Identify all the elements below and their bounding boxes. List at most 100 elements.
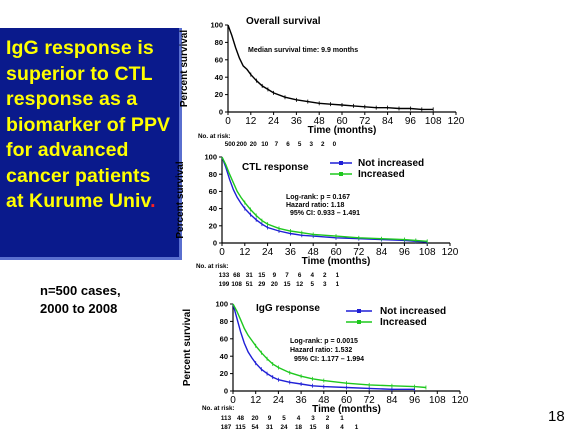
chart1-x-axis-label: Time (months) bbox=[308, 125, 377, 136]
chart3-x-tick-label: 84 bbox=[386, 395, 398, 406]
chart3-risk-value: 20 bbox=[251, 415, 259, 422]
chart1-risk-value: 20 bbox=[250, 141, 258, 148]
chart1-series-line-1 bbox=[227, 24, 434, 111]
chart2-x-tick-label: 120 bbox=[442, 247, 459, 258]
slide-title-text: IgG response is superior to CTL response… bbox=[6, 37, 171, 212]
chart2-risk-value: 4 bbox=[310, 272, 314, 279]
chart3-x-tick-label: 108 bbox=[429, 395, 446, 406]
chart3-risk-value: 31 bbox=[266, 424, 274, 431]
chart2-y-tick-label: 40 bbox=[209, 204, 217, 213]
chart1-y-tick-label: 20 bbox=[215, 90, 223, 99]
chart1-x-tick-label: 0 bbox=[225, 116, 231, 127]
chart2-x-tick-label: 96 bbox=[399, 247, 411, 258]
chart2-risk-value: 6 bbox=[298, 272, 302, 279]
chart3-y-tick-label: 80 bbox=[220, 317, 228, 326]
chart2-annotation: Log-rank: p = 0.167 bbox=[286, 194, 350, 201]
chart2-x-tick-label: 36 bbox=[285, 247, 297, 258]
chart3-risk-value: 115 bbox=[235, 424, 246, 431]
chart2-risk-value: 15 bbox=[283, 281, 291, 288]
title-box: IgG response is superior to CTL response… bbox=[0, 28, 182, 260]
chart1-x-tick-label: 108 bbox=[425, 116, 442, 127]
chart3-risk-value: 187 bbox=[221, 424, 232, 431]
chart1-x-tick-label: 120 bbox=[448, 116, 465, 127]
chart3-risk-value: 2 bbox=[326, 415, 330, 422]
chart2-risk-value: 20 bbox=[271, 281, 279, 288]
chart2-risk-value: 133 bbox=[219, 272, 230, 279]
chart3-x-tick-label: 12 bbox=[250, 395, 262, 406]
chart2-y-axis-label: Percent survival bbox=[175, 161, 186, 238]
chart1-risk-value: 200 bbox=[236, 141, 247, 148]
chart3-risk-value: 3 bbox=[311, 415, 315, 422]
chart3-legend-marker-1 bbox=[357, 309, 361, 313]
chart2-risk-value: 3 bbox=[323, 281, 327, 288]
chart2-risk-label: No. at risk: bbox=[196, 263, 229, 270]
chart1-risk-value: 7 bbox=[275, 141, 279, 148]
chart2-risk-value: 68 bbox=[233, 272, 241, 279]
chart2-risk-value: 1 bbox=[336, 272, 340, 279]
cases-line-1: n=500 cases, bbox=[40, 283, 121, 298]
chart3-title: IgG response bbox=[256, 303, 320, 314]
chart1-y-tick-label: 80 bbox=[215, 38, 223, 47]
chart2-x-tick-label: 12 bbox=[239, 247, 251, 258]
chart3-y-tick-label: 60 bbox=[220, 334, 228, 343]
chart3-risk-label: No. at risk: bbox=[202, 405, 235, 412]
chart1-x-tick-label: 60 bbox=[336, 116, 348, 127]
chart1-annotation: Median survival time: 9.9 months bbox=[248, 47, 358, 54]
chart3-x-tick-label: 0 bbox=[230, 395, 236, 406]
chart2-legend-label-1: Not increased bbox=[358, 158, 424, 169]
chart3-x-tick-label: 60 bbox=[341, 395, 353, 406]
chart2-title: CTL response bbox=[242, 162, 309, 173]
chart1-risk-value: 6 bbox=[286, 141, 290, 148]
chart1-y-axis-label: Percent survival bbox=[179, 30, 190, 107]
chart3-x-axis-label: Time (months) bbox=[312, 404, 381, 415]
chart3-risk-value: 4 bbox=[297, 415, 301, 422]
chart3-risk-value: 5 bbox=[282, 415, 286, 422]
chart2-x-tick-label: 108 bbox=[419, 247, 436, 258]
chart2-risk-value: 5 bbox=[310, 281, 314, 288]
chart2-annotation: 95% CI: 0.933 – 1.491 bbox=[290, 210, 360, 217]
chart1-x-tick-label: 36 bbox=[291, 116, 303, 127]
slide-title: IgG response is superior to CTL response… bbox=[6, 36, 173, 215]
chart1-risk-value: 0 bbox=[333, 141, 337, 148]
chart2-risk-value: 1 bbox=[336, 281, 340, 288]
chart2-legend-marker-2 bbox=[339, 172, 343, 176]
chart3-legend-label-2: Increased bbox=[380, 317, 427, 328]
chart2-x-tick-label: 60 bbox=[330, 247, 342, 258]
chart3-risk-value: 9 bbox=[268, 415, 272, 422]
chart2-risk-value: 9 bbox=[273, 272, 277, 279]
chart3-risk-value: 113 bbox=[221, 415, 232, 422]
chart1-risk-value: 10 bbox=[261, 141, 269, 148]
chart3-x-tick-label: 48 bbox=[318, 395, 330, 406]
chart1-risk-value: 2 bbox=[321, 141, 325, 148]
chart1-x-tick-label: 48 bbox=[314, 116, 326, 127]
chart2-risk-value: 2 bbox=[323, 272, 327, 279]
chart2-risk-value: 31 bbox=[246, 272, 254, 279]
chart2-x-tick-label: 0 bbox=[219, 247, 225, 258]
chart3-y-tick-label: 0 bbox=[224, 387, 228, 396]
chart2-y-tick-label: 0 bbox=[213, 239, 217, 248]
chart3-risk-value: 8 bbox=[326, 424, 330, 431]
chart2-legend-marker-1 bbox=[339, 161, 343, 165]
chart3-x-tick-label: 72 bbox=[364, 395, 376, 406]
chart3-legend-label-1: Not increased bbox=[380, 306, 446, 317]
chart3-y-axis-label: Percent survival bbox=[182, 309, 193, 386]
chart1-x-tick-label: 12 bbox=[245, 116, 257, 127]
chart1-risk-label: No. at risk: bbox=[198, 133, 231, 140]
chart2-risk-value: 7 bbox=[285, 272, 289, 279]
chart3-x-tick-label: 36 bbox=[296, 395, 308, 406]
cases-line-2: 2000 to 2008 bbox=[40, 301, 118, 316]
chart2-x-axis-label: Time (months) bbox=[302, 256, 371, 267]
chart3-risk-value: 24 bbox=[280, 424, 288, 431]
chart2-risk-value: 51 bbox=[246, 281, 254, 288]
chart3-risk-value: 48 bbox=[237, 415, 245, 422]
chart2-x-tick-label: 72 bbox=[353, 247, 365, 258]
chart2-x-tick-label: 24 bbox=[262, 247, 274, 258]
chart3-risk-value: 4 bbox=[340, 424, 344, 431]
chart2-risk-value: 199 bbox=[219, 281, 230, 288]
chart2-y-tick-label: 80 bbox=[209, 170, 217, 179]
chart3-y-tick-label: 100 bbox=[215, 300, 228, 309]
chart1-x-tick-label: 96 bbox=[405, 116, 417, 127]
chart3-y-tick-label: 20 bbox=[220, 369, 228, 378]
chart1-title: Overall survival bbox=[246, 16, 321, 27]
